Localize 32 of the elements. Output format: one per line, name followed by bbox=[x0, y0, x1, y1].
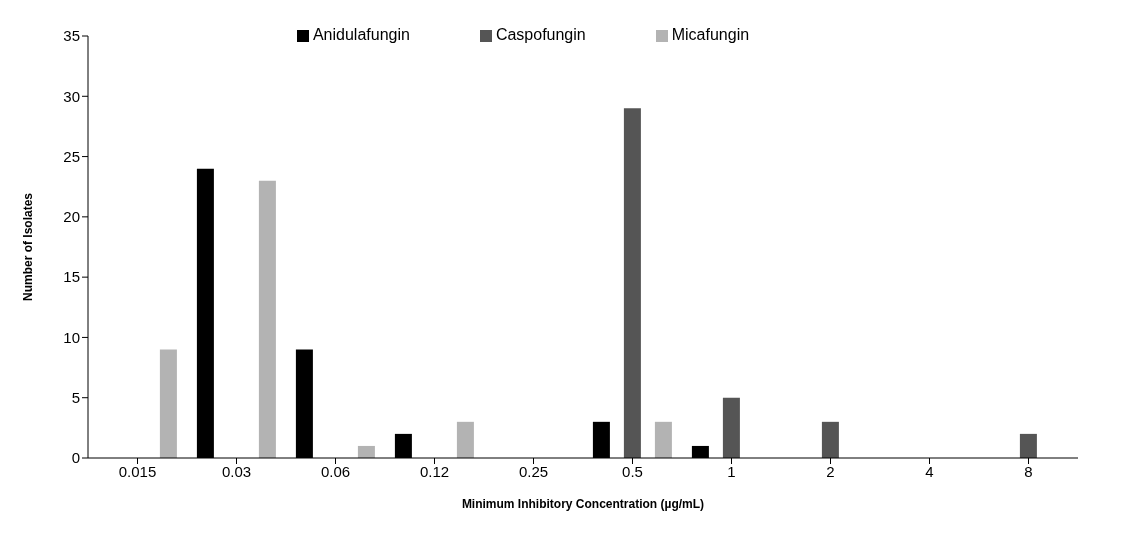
bar bbox=[821, 421, 839, 458]
bar bbox=[159, 349, 177, 458]
bar bbox=[456, 421, 474, 458]
x-tick-label: 0.25 bbox=[518, 462, 549, 480]
x-tick-label: 2 bbox=[826, 462, 835, 480]
legend-label: Anidulafungin bbox=[312, 26, 410, 43]
bar bbox=[722, 397, 740, 458]
bar bbox=[1019, 433, 1037, 458]
x-axis-title: Minimum Inhibitory Concentration (µg/mL) bbox=[461, 497, 705, 511]
x-tick-label: 0.12 bbox=[419, 462, 450, 480]
y-tick-label: 15 bbox=[63, 268, 80, 286]
x-tick-label: 0.5 bbox=[622, 462, 643, 480]
legend-label: Caspofungin bbox=[495, 26, 586, 43]
y-tick-label: 10 bbox=[63, 328, 80, 346]
x-tick-label: 0.06 bbox=[320, 462, 351, 480]
legend-label: Micafungin bbox=[671, 26, 750, 43]
bar bbox=[258, 180, 276, 458]
y-axis-title: Number of Isolates bbox=[21, 192, 36, 302]
y-tick-label: 35 bbox=[63, 27, 80, 45]
y-tick-label: 5 bbox=[71, 389, 80, 407]
bar bbox=[357, 445, 375, 458]
x-tick-label: 0.015 bbox=[118, 462, 157, 480]
x-tick-label: 4 bbox=[925, 462, 934, 480]
x-tick-label: 8 bbox=[1024, 462, 1033, 480]
y-tick-label: 0 bbox=[71, 449, 80, 467]
y-tick-label: 30 bbox=[63, 87, 80, 105]
x-tick-label: 0.03 bbox=[221, 462, 252, 480]
y-tick-label: 20 bbox=[63, 208, 80, 226]
y-tick-label: 25 bbox=[63, 147, 80, 165]
bar bbox=[623, 108, 641, 458]
bar bbox=[654, 421, 672, 458]
x-tick-label: 1 bbox=[727, 462, 736, 480]
